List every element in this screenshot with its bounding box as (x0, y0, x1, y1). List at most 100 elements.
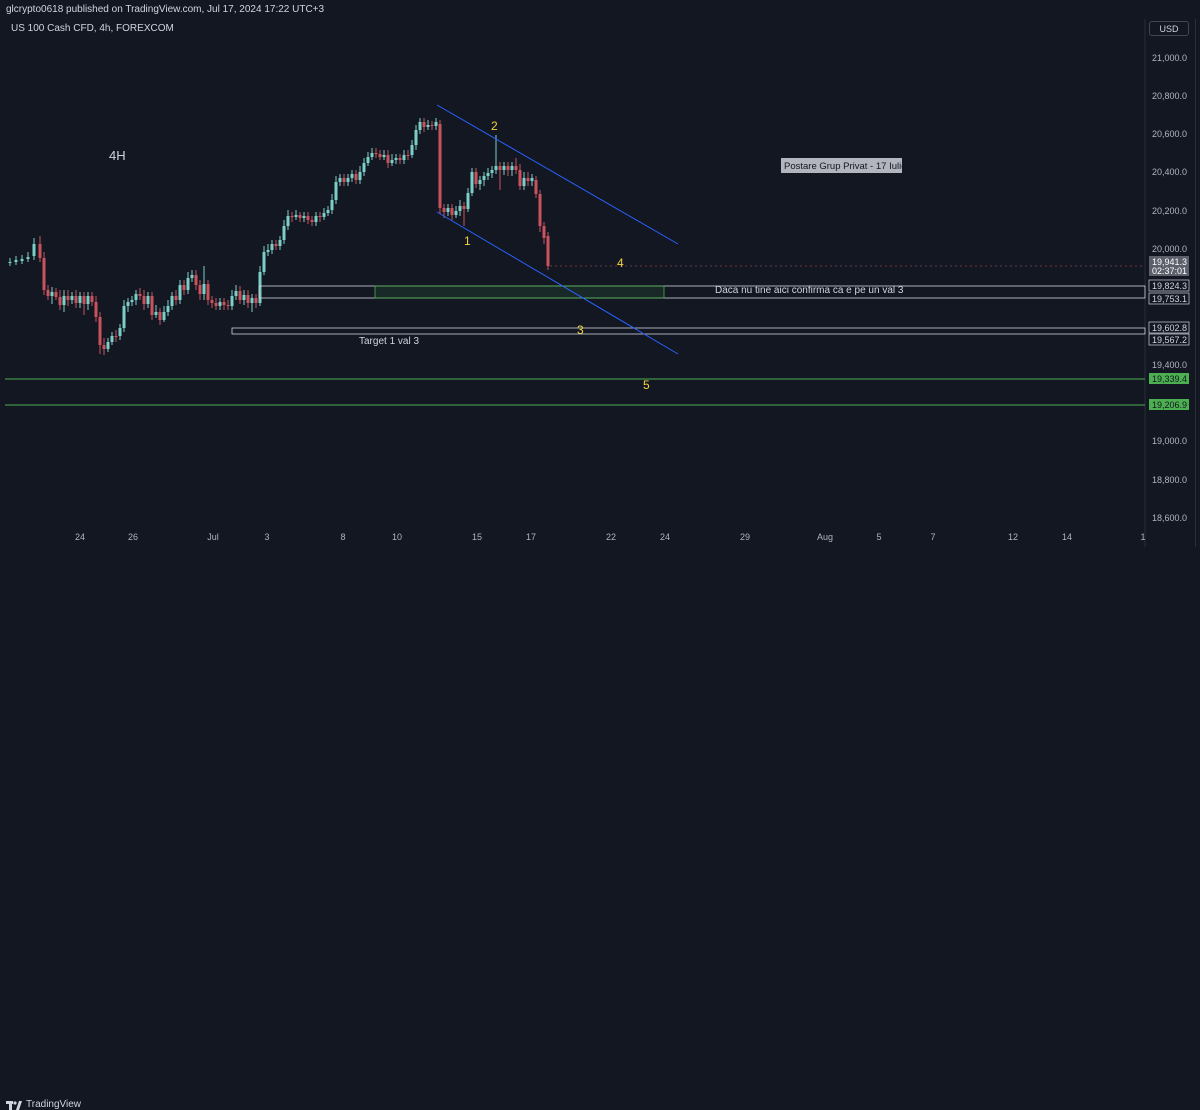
candle-body (290, 216, 294, 217)
candle-body (506, 166, 510, 170)
timeframe-label: 4H (109, 148, 126, 163)
candle-body (490, 170, 494, 173)
x-tick: 22 (606, 532, 616, 542)
candle-body (106, 342, 110, 349)
candle-body (38, 244, 42, 258)
x-tick: 26 (128, 532, 138, 542)
candle-body (78, 296, 82, 303)
candle-body (542, 226, 546, 238)
candle-body (278, 240, 282, 246)
candle-body (302, 216, 306, 218)
candle-body (130, 300, 134, 302)
level-badge-3 (1148, 321, 1190, 334)
candle-body (418, 122, 422, 130)
candle-body (546, 236, 550, 266)
candle-body (314, 216, 318, 222)
candle-body (170, 296, 174, 306)
candle-body (234, 291, 238, 296)
candle-body (226, 305, 230, 306)
channel-lower-line[interactable] (436, 211, 679, 355)
candle-body (494, 166, 498, 170)
candle-body (430, 125, 434, 126)
level-badge-4 (1148, 333, 1190, 346)
y-tick: 20,400.0 (1152, 167, 1187, 177)
candle-body (378, 154, 382, 157)
x-tick: 14 (1062, 532, 1072, 542)
candle-body (74, 296, 78, 303)
candle-body (32, 244, 36, 256)
green-zone[interactable] (374, 285, 665, 299)
candle-body (358, 172, 362, 180)
candle-body (154, 312, 158, 315)
candle-body (66, 296, 70, 300)
x-axis[interactable]: 24 26 Jul 3 8 10 15 17 22 24 29 Aug 5 7 … (75, 532, 1146, 542)
candle-body (462, 206, 466, 209)
candle-body (178, 285, 182, 300)
x-tick: 12 (1008, 532, 1018, 542)
wave-label-3: 3 (577, 323, 584, 337)
channel-upper-line[interactable] (436, 104, 679, 245)
candle-body (450, 208, 454, 215)
candle-body (86, 296, 90, 304)
candle-body (110, 336, 114, 342)
y-tick: 18,800.0 (1152, 475, 1187, 485)
y-tick: 20,600.0 (1152, 129, 1187, 139)
candle-body (466, 193, 470, 209)
candle-body (174, 296, 178, 300)
x-tick: 24 (75, 532, 85, 542)
publish-header: glcrypto0618 published on TradingView.co… (0, 0, 1200, 20)
candle-body (502, 166, 506, 170)
candle-body (370, 153, 374, 157)
x-tick: 8 (340, 532, 345, 542)
x-tick: Aug (817, 532, 833, 542)
x-tick: 29 (740, 532, 750, 542)
candle-body (114, 336, 118, 337)
candle-body (514, 166, 518, 170)
candle-body (346, 178, 350, 182)
wave-label-2: 2 (491, 119, 498, 133)
candle-body (198, 285, 202, 294)
candle-body (126, 302, 130, 306)
currency-button[interactable]: USD (1149, 21, 1189, 36)
candle-body (402, 155, 406, 160)
target-text[interactable]: Target 1 val 3 (359, 336, 419, 347)
target-box[interactable] (231, 327, 1146, 335)
candle-body (162, 312, 166, 320)
candle-body (158, 312, 162, 320)
note-box-text: Postare Grup Privat - 17 Iulie (784, 161, 907, 172)
x-tick: 3 (264, 532, 269, 542)
candle-body (222, 302, 226, 305)
zone-box[interactable] (258, 285, 1146, 299)
candle-body (194, 275, 198, 285)
green-badge-2 (1149, 399, 1189, 410)
candle-body (438, 124, 442, 208)
note-box[interactable] (781, 158, 902, 173)
candle-body (20, 259, 24, 261)
candle-body (98, 317, 102, 345)
wave-label-1: 1 (464, 234, 471, 248)
symbol-title[interactable]: US 100 Cash CFD, 4h, FOREXCOM (11, 23, 174, 34)
current-price-badge (1149, 256, 1189, 276)
candle-body (406, 155, 410, 156)
y-axis[interactable]: 21,000.0 20,800.0 20,600.0 20,400.0 20,2… (1152, 53, 1187, 523)
candle-body (82, 296, 86, 304)
tradingview-logo[interactable]: TradingView (6, 1099, 81, 1110)
chart-canvas[interactable]: 1 2 3 4 5 4H Daca nu tine aici confirma … (0, 0, 1200, 568)
x-tick: 1 (1140, 532, 1145, 542)
y-tick: 19,400.0 (1152, 360, 1187, 370)
candle-body (538, 194, 542, 226)
annotation-text[interactable]: Daca nu tine aici confirma ca e pe un va… (715, 285, 904, 296)
levels-layer (5, 265, 1146, 406)
candle-body (326, 210, 330, 213)
candle-body (14, 260, 18, 262)
candle-body (318, 216, 322, 217)
candle-body (382, 155, 386, 157)
y-tick: 20,800.0 (1152, 91, 1187, 101)
candle-body (322, 213, 326, 217)
level-badge-1-text: 19,824.3 (1152, 281, 1187, 291)
candle-body (62, 296, 66, 305)
tradingview-logo-icon (6, 1100, 22, 1110)
current-price-value: 19,941.3 (1152, 257, 1187, 267)
candle-body (446, 208, 450, 212)
y-tick: 20,000.0 (1152, 244, 1187, 254)
